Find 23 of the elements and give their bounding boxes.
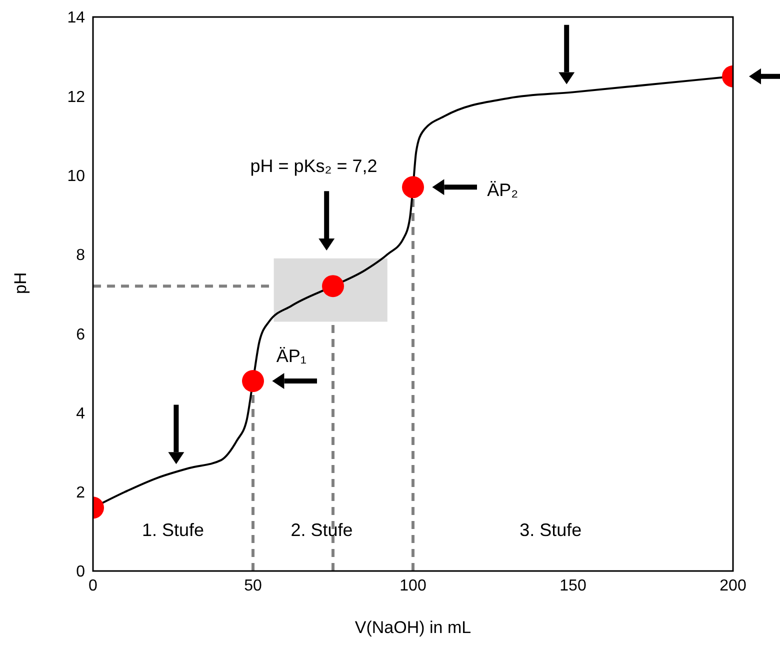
point (322, 275, 344, 298)
annotation: 2. Stufe (290, 520, 353, 540)
y-tick-label: 12 (67, 88, 86, 106)
y-tick-label: 14 (67, 10, 86, 27)
annotation: 3. Stufe (520, 520, 582, 540)
x-tick-label: 150 (560, 577, 586, 594)
annotation: ÄP₁ (276, 346, 306, 366)
point (402, 176, 424, 198)
x-tick-label: 50 (244, 577, 262, 594)
y-tick-label: 10 (67, 168, 86, 185)
x-tick-label: 0 (88, 577, 98, 594)
annotation: pH = pKs₂ = 7,2 (250, 156, 378, 176)
y-tick-label: 6 (76, 326, 86, 344)
x-axis-title: V(NaOH) in mL (354, 618, 472, 637)
y-axis-title: pH (11, 272, 30, 294)
annotation: ÄP₂ (487, 180, 518, 200)
y-tick-label: 0 (76, 564, 86, 581)
annotation: 1. Stufe (142, 520, 204, 540)
x-tick-label: 200 (720, 577, 746, 594)
y-tick-label: 8 (76, 247, 86, 264)
y-tick-label: 2 (76, 484, 86, 502)
y-tick-label: 4 (76, 405, 86, 422)
x-tick-label: 100 (400, 577, 426, 594)
